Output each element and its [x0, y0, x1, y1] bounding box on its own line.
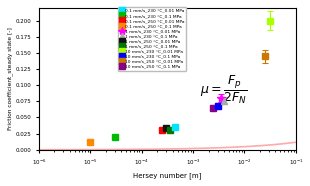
Legend: 0.1 mm/s_230 °C_0.01 MPa, 0.1 mm/s_230 °C_0.1 MPa, 0.1 mm/s_250 °C_0.01 MPa, 0.1: 0.1 mm/s_230 °C_0.01 MPa, 0.1 mm/s_230 °… [118, 7, 186, 71]
Y-axis label: Friction coefficient_steady state [-]: Friction coefficient_steady state [-] [7, 27, 13, 130]
Text: $\mu = \dfrac{F_p}{2F_N}$: $\mu = \dfrac{F_p}{2F_N}$ [200, 74, 248, 106]
X-axis label: Hersey number [m]: Hersey number [m] [133, 172, 202, 179]
